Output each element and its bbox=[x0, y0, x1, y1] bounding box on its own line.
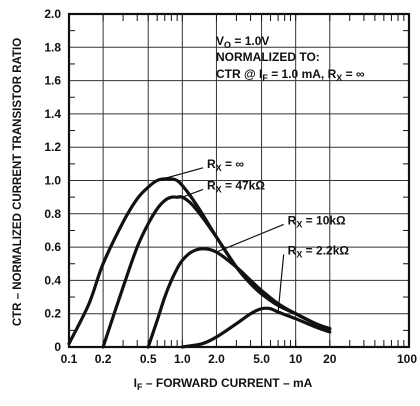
series-group bbox=[67, 177, 332, 349]
y-tick-label: 1.4 bbox=[44, 107, 61, 121]
plot-frame bbox=[67, 12, 411, 349]
series-label-leader bbox=[182, 188, 204, 198]
annotation-box: VO = 1.0V NORMALIZED TO: CTR @ IF = 1.0 … bbox=[216, 34, 365, 83]
y-tick-label: 0.2 bbox=[44, 307, 61, 321]
annotation-line1: VO = 1.0V bbox=[216, 34, 269, 50]
series-label-leader bbox=[157, 167, 204, 182]
x-tick-label: 0.2 bbox=[95, 352, 112, 366]
series-label: RX = 47kΩ bbox=[207, 178, 265, 194]
y-tick-label: 1.8 bbox=[44, 40, 61, 54]
annotation-line3: CTR @ IF = 1.0 mA, RX = ∞ bbox=[216, 67, 365, 83]
x-tick-label: 0.5 bbox=[140, 352, 157, 366]
y-tick-label: 0.6 bbox=[44, 240, 61, 254]
grid bbox=[69, 14, 409, 347]
y-tick-label: 1.6 bbox=[44, 74, 61, 88]
x-axis-label: IF – FORWARD CURRENT – mA bbox=[134, 376, 313, 392]
series-labels: RX = ∞ RX = 47kΩ RX = 10kΩ RX = 2.2kΩ bbox=[157, 157, 350, 313]
series-label-leader bbox=[277, 254, 285, 313]
annotation-line2: NORMALIZED TO: bbox=[216, 50, 320, 64]
y-tick-label: 1.0 bbox=[44, 174, 61, 188]
x-tick-label: 100 bbox=[397, 352, 417, 366]
series-line-3 bbox=[146, 247, 332, 349]
x-tick-label: 0.1 bbox=[61, 352, 78, 366]
x-tick-label: 10 bbox=[289, 352, 303, 366]
y-tick-label: 0 bbox=[54, 340, 61, 354]
y-tick-label: 2.0 bbox=[44, 7, 61, 21]
minor-ticks bbox=[69, 14, 409, 347]
x-tick-labels: 0.1 0.2 0.5 1.0 2.0 5.0 10 20 100 bbox=[61, 352, 418, 366]
series-line-1 bbox=[67, 177, 332, 346]
y-tick-label: 0.8 bbox=[44, 207, 61, 221]
y-tick-label: 0.4 bbox=[44, 273, 61, 287]
series-label-leader bbox=[216, 223, 284, 253]
series-label: RX = 10kΩ bbox=[288, 213, 346, 229]
y-axis-label: CTR – NORMALIZED CURRENT TRANSISTOR RATI… bbox=[12, 38, 24, 326]
x-tick-label: 20 bbox=[323, 352, 337, 366]
x-tick-label: 2.0 bbox=[208, 352, 225, 366]
series-label: RX = ∞ bbox=[207, 157, 244, 173]
series-line-4 bbox=[180, 306, 332, 349]
x-tick-label: 1.0 bbox=[174, 352, 191, 366]
x-tick-label: 5.0 bbox=[253, 352, 270, 366]
series-label: RX = 2.2kΩ bbox=[288, 243, 350, 259]
y-tick-labels: 0 0.2 0.4 0.6 0.8 1.0 1.2 1.4 1.6 1.8 2.0 bbox=[44, 7, 61, 354]
y-tick-label: 1.2 bbox=[44, 140, 61, 154]
